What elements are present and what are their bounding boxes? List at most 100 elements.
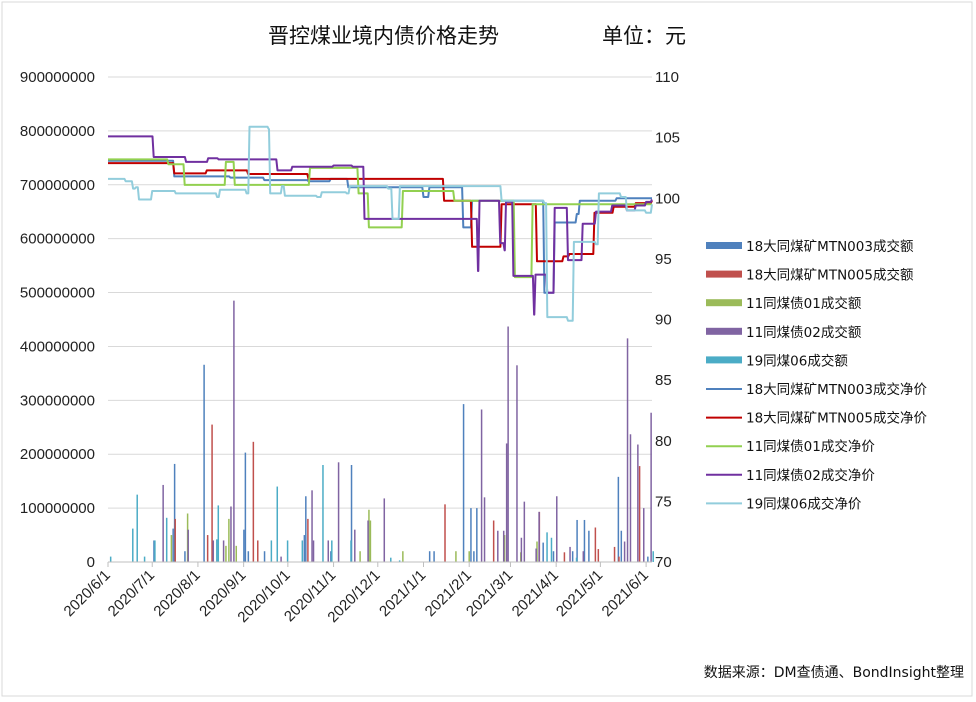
bar <box>350 465 353 562</box>
legend-label: 18大同煤矿MTN005成交额 <box>746 267 914 284</box>
bar <box>556 496 558 562</box>
bar <box>618 556 620 562</box>
bar <box>523 501 526 562</box>
legend-swatch-bar <box>706 356 742 364</box>
bar <box>307 518 309 562</box>
legend-label: 11同煤债01成交额 <box>746 295 862 312</box>
y-right-tick-label: 80 <box>655 433 672 450</box>
chart-title: 晋控煤业境内债价格走势 <box>268 24 499 48</box>
bar <box>552 551 555 562</box>
bar <box>497 530 499 562</box>
price-line <box>108 135 653 316</box>
bar <box>331 540 333 562</box>
bar <box>228 518 230 562</box>
bar <box>244 452 247 562</box>
bar <box>216 539 218 562</box>
bar <box>132 528 134 562</box>
bar <box>637 444 639 562</box>
bar <box>286 540 289 562</box>
bar <box>516 365 518 562</box>
bar <box>455 551 457 562</box>
bar <box>369 520 372 562</box>
bar <box>505 443 508 562</box>
bar <box>536 541 538 562</box>
bar <box>575 557 578 562</box>
bar <box>153 540 155 562</box>
bar <box>184 551 186 562</box>
bar <box>230 506 232 562</box>
bar <box>162 484 164 562</box>
legend-label: 18大同煤矿MTN003成交净价 <box>746 381 927 398</box>
gridlines <box>108 76 652 509</box>
bar <box>225 545 227 562</box>
y-left-tick-label: 0 <box>87 554 95 571</box>
bar <box>542 542 544 562</box>
bar <box>623 541 626 562</box>
bar <box>626 338 629 562</box>
bar <box>520 537 523 562</box>
bar <box>235 545 238 562</box>
bar <box>647 556 649 562</box>
bar <box>170 535 173 562</box>
legend-label: 19同煤06成交净价 <box>746 495 862 512</box>
bar <box>337 462 340 562</box>
unit-label: 单位：元 <box>602 24 686 48</box>
bar <box>212 540 215 562</box>
bar <box>538 511 540 562</box>
bar <box>217 505 220 562</box>
legend-swatch-bar <box>706 270 742 278</box>
bar <box>428 551 431 562</box>
bar <box>136 494 138 562</box>
bar <box>563 552 566 562</box>
bar <box>462 404 465 562</box>
bar <box>390 557 392 562</box>
bar <box>402 551 404 562</box>
bar <box>620 530 623 562</box>
y-left-tick-label: 900000000 <box>20 69 95 86</box>
bar <box>638 466 641 562</box>
legend-swatch-bar <box>706 327 742 335</box>
bar <box>470 508 472 562</box>
bar <box>143 556 146 562</box>
bar <box>206 535 209 562</box>
bar <box>322 465 324 562</box>
bar <box>109 556 112 562</box>
legend-label: 11同煤债01成交净价 <box>746 438 875 455</box>
bar <box>652 551 654 562</box>
bar <box>583 519 586 562</box>
y-left-tick-label: 800000000 <box>20 123 95 140</box>
bar <box>433 551 435 562</box>
bar <box>546 532 548 562</box>
y-right-tick-label: 85 <box>655 372 672 389</box>
legend-swatch-bar <box>706 242 742 249</box>
bar <box>594 527 597 562</box>
y-right-tick-label: 110 <box>655 69 679 86</box>
bar <box>502 530 505 562</box>
bar <box>550 537 553 562</box>
source-note: 数据来源：DM查债通、BondInsight整理 <box>704 665 964 681</box>
y-right-tick-label: 75 <box>655 493 672 510</box>
bar <box>535 548 537 562</box>
bar <box>173 463 176 562</box>
bar <box>617 476 620 562</box>
y-right-tick-label: 95 <box>655 251 672 268</box>
bar <box>359 551 361 562</box>
bar <box>492 520 495 562</box>
bar <box>330 551 332 562</box>
price-line <box>108 159 652 294</box>
y-left-tick-label: 200000000 <box>20 446 95 463</box>
bar <box>588 530 590 562</box>
legend-label: 18大同煤矿MTN005成交净价 <box>746 410 927 427</box>
y-right-tick-label: 100 <box>655 190 680 207</box>
bar <box>613 546 616 562</box>
bar <box>172 528 174 562</box>
bar <box>211 424 213 562</box>
bar <box>270 540 273 562</box>
bar <box>312 540 315 562</box>
bar <box>233 300 235 562</box>
bar <box>597 549 600 562</box>
bar <box>247 551 250 562</box>
bar <box>222 540 225 562</box>
